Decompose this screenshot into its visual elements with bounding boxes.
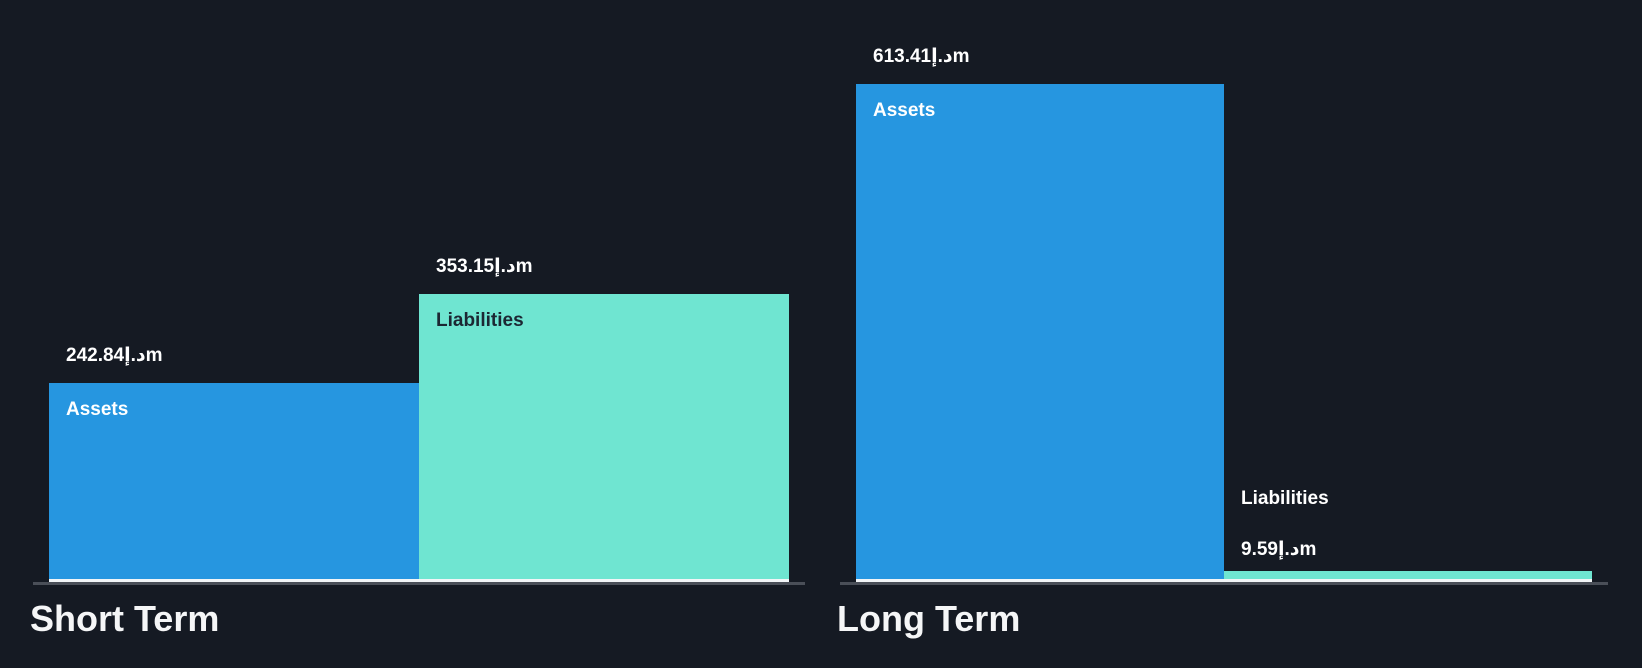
long-term-liabilities-bar[interactable] (1224, 571, 1592, 579)
short-term-assets-bar[interactable]: Assets (49, 383, 419, 579)
short-term-bar-baseline (49, 579, 789, 582)
short-term-x-axis-line (33, 582, 805, 585)
short-term-assets-bar-label: Assets (66, 399, 129, 420)
short-term-liabilities-bar[interactable]: Liabilities (419, 294, 789, 579)
long-term-x-axis-line (840, 582, 1608, 585)
long-term-group: 613.41د.إm Assets Liabilities 9.59د.إm L… (837, 0, 1608, 639)
long-term-assets-column: 613.41د.إm Assets (856, 45, 1224, 579)
long-term-assets-bar[interactable]: Assets (856, 84, 1224, 579)
long-term-liabilities-bar-label: Liabilities (1241, 488, 1329, 510)
long-term-assets-bar-label: Assets (873, 100, 936, 121)
short-term-group: 242.84د.إm Assets 353.15د.إm Liabilities… (30, 0, 805, 639)
short-term-title: Short Term (30, 598, 220, 639)
short-term-liabilities-value: 353.15د.إm (436, 256, 533, 277)
short-term-liabilities-bar-label: Liabilities (436, 310, 524, 331)
short-term-bars-row: 242.84د.إm Assets 353.15د.إm Liabilities (33, 0, 805, 579)
long-term-bar-baseline (856, 579, 1592, 582)
short-term-assets-value: 242.84د.إm (66, 345, 163, 366)
long-term-liabilities-column: Liabilities 9.59د.إm (1224, 487, 1592, 579)
long-term-bars-row: 613.41د.إm Assets Liabilities 9.59د.إm (840, 0, 1608, 579)
short-term-liabilities-column: 353.15د.إm Liabilities (419, 255, 789, 579)
long-term-liabilities-value: 9.59د.إm (1241, 539, 1317, 561)
short-term-assets-column: 242.84د.إm Assets (49, 344, 419, 579)
long-term-title: Long Term (837, 598, 1021, 639)
long-term-assets-value: 613.41د.إm (873, 46, 970, 67)
